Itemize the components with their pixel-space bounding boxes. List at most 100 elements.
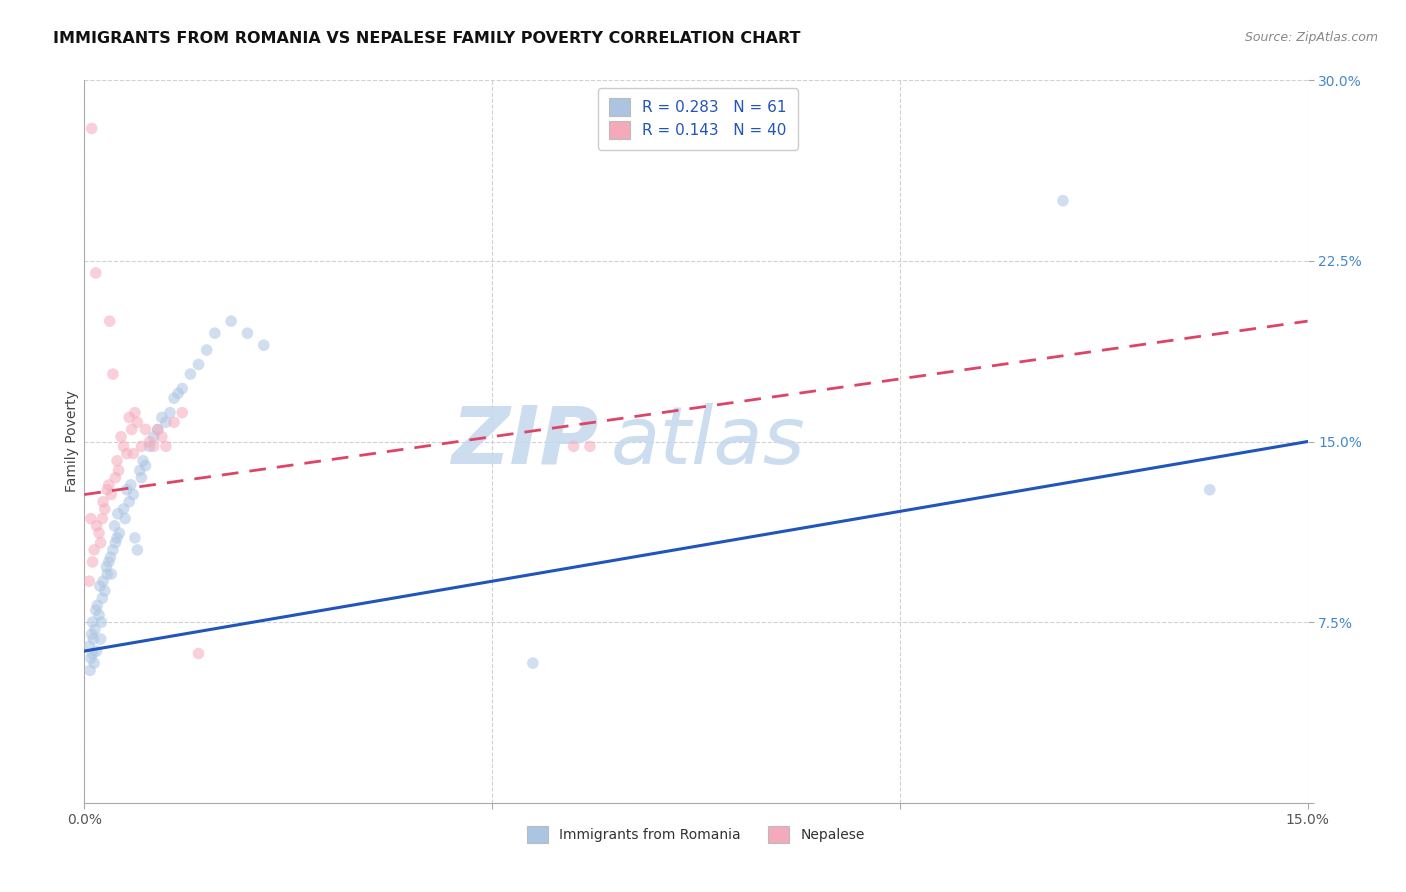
Point bbox=[124, 531, 146, 545]
Point bbox=[253, 338, 276, 352]
Point bbox=[579, 439, 602, 453]
Point bbox=[135, 458, 157, 473]
Point bbox=[163, 391, 186, 405]
Point bbox=[82, 555, 104, 569]
Point bbox=[127, 415, 149, 429]
Point bbox=[100, 550, 122, 565]
Point bbox=[82, 632, 104, 646]
Point bbox=[120, 478, 142, 492]
Legend: Immigrants from Romania, Nepalese: Immigrants from Romania, Nepalese bbox=[520, 819, 872, 850]
Point bbox=[79, 664, 101, 678]
Point bbox=[96, 567, 118, 582]
Point bbox=[105, 531, 128, 545]
Point bbox=[159, 406, 181, 420]
Point bbox=[90, 535, 112, 549]
Point bbox=[89, 579, 111, 593]
Point bbox=[93, 502, 115, 516]
Point bbox=[91, 591, 114, 605]
Point bbox=[187, 358, 209, 372]
Point bbox=[110, 430, 132, 444]
Point bbox=[101, 367, 124, 381]
Point bbox=[93, 583, 115, 598]
Point bbox=[118, 410, 141, 425]
Point bbox=[146, 422, 169, 436]
Point bbox=[172, 382, 194, 396]
Point bbox=[90, 615, 112, 630]
Point bbox=[131, 439, 153, 453]
Y-axis label: Family Poverty: Family Poverty bbox=[65, 391, 79, 492]
Point bbox=[155, 415, 177, 429]
Point bbox=[84, 623, 107, 637]
Point bbox=[124, 406, 146, 420]
Point bbox=[150, 430, 173, 444]
Point bbox=[107, 507, 129, 521]
Text: atlas: atlas bbox=[610, 402, 806, 481]
Point bbox=[115, 446, 138, 460]
Point bbox=[112, 439, 135, 453]
Point bbox=[98, 314, 121, 328]
Point bbox=[86, 644, 108, 658]
Point bbox=[84, 266, 107, 280]
Point bbox=[127, 542, 149, 557]
Point bbox=[91, 574, 114, 589]
Point bbox=[131, 470, 153, 484]
Point bbox=[187, 647, 209, 661]
Point bbox=[155, 439, 177, 453]
Point bbox=[236, 326, 259, 340]
Point bbox=[138, 439, 160, 453]
Point bbox=[108, 526, 131, 541]
Point bbox=[142, 430, 165, 444]
Point bbox=[101, 542, 124, 557]
Point bbox=[83, 656, 105, 670]
Point bbox=[121, 422, 143, 436]
Point bbox=[1198, 483, 1220, 497]
Point bbox=[97, 555, 120, 569]
Point bbox=[77, 639, 100, 653]
Point bbox=[80, 651, 103, 665]
Point bbox=[97, 478, 120, 492]
Point bbox=[128, 463, 150, 477]
Point bbox=[146, 422, 169, 436]
Point bbox=[90, 632, 112, 646]
Point bbox=[77, 574, 100, 589]
Point bbox=[195, 343, 218, 357]
Point bbox=[562, 439, 585, 453]
Point bbox=[84, 603, 107, 617]
Point bbox=[150, 410, 173, 425]
Point bbox=[1052, 194, 1074, 208]
Point bbox=[172, 406, 194, 420]
Point bbox=[135, 422, 157, 436]
Point bbox=[112, 502, 135, 516]
Point bbox=[86, 518, 108, 533]
Point bbox=[104, 470, 127, 484]
Point bbox=[163, 415, 186, 429]
Point bbox=[118, 494, 141, 508]
Text: IMMIGRANTS FROM ROMANIA VS NEPALESE FAMILY POVERTY CORRELATION CHART: IMMIGRANTS FROM ROMANIA VS NEPALESE FAMI… bbox=[53, 31, 801, 46]
Point bbox=[96, 483, 118, 497]
Point bbox=[82, 615, 104, 630]
Point bbox=[100, 567, 122, 582]
Point bbox=[114, 511, 136, 525]
Point bbox=[91, 494, 114, 508]
Point bbox=[96, 559, 118, 574]
Point bbox=[138, 434, 160, 449]
Point bbox=[86, 599, 108, 613]
Point bbox=[105, 454, 128, 468]
Point bbox=[82, 647, 104, 661]
Point bbox=[115, 483, 138, 497]
Point bbox=[522, 656, 544, 670]
Point bbox=[122, 446, 145, 460]
Point bbox=[167, 386, 190, 401]
Point bbox=[204, 326, 226, 340]
Point bbox=[87, 526, 110, 541]
Point bbox=[104, 535, 127, 549]
Point bbox=[142, 439, 165, 453]
Point bbox=[80, 627, 103, 641]
Point bbox=[83, 542, 105, 557]
Point bbox=[132, 454, 155, 468]
Point bbox=[91, 511, 114, 525]
Point bbox=[107, 463, 129, 477]
Point bbox=[80, 511, 103, 525]
Point bbox=[103, 518, 125, 533]
Point bbox=[100, 487, 122, 501]
